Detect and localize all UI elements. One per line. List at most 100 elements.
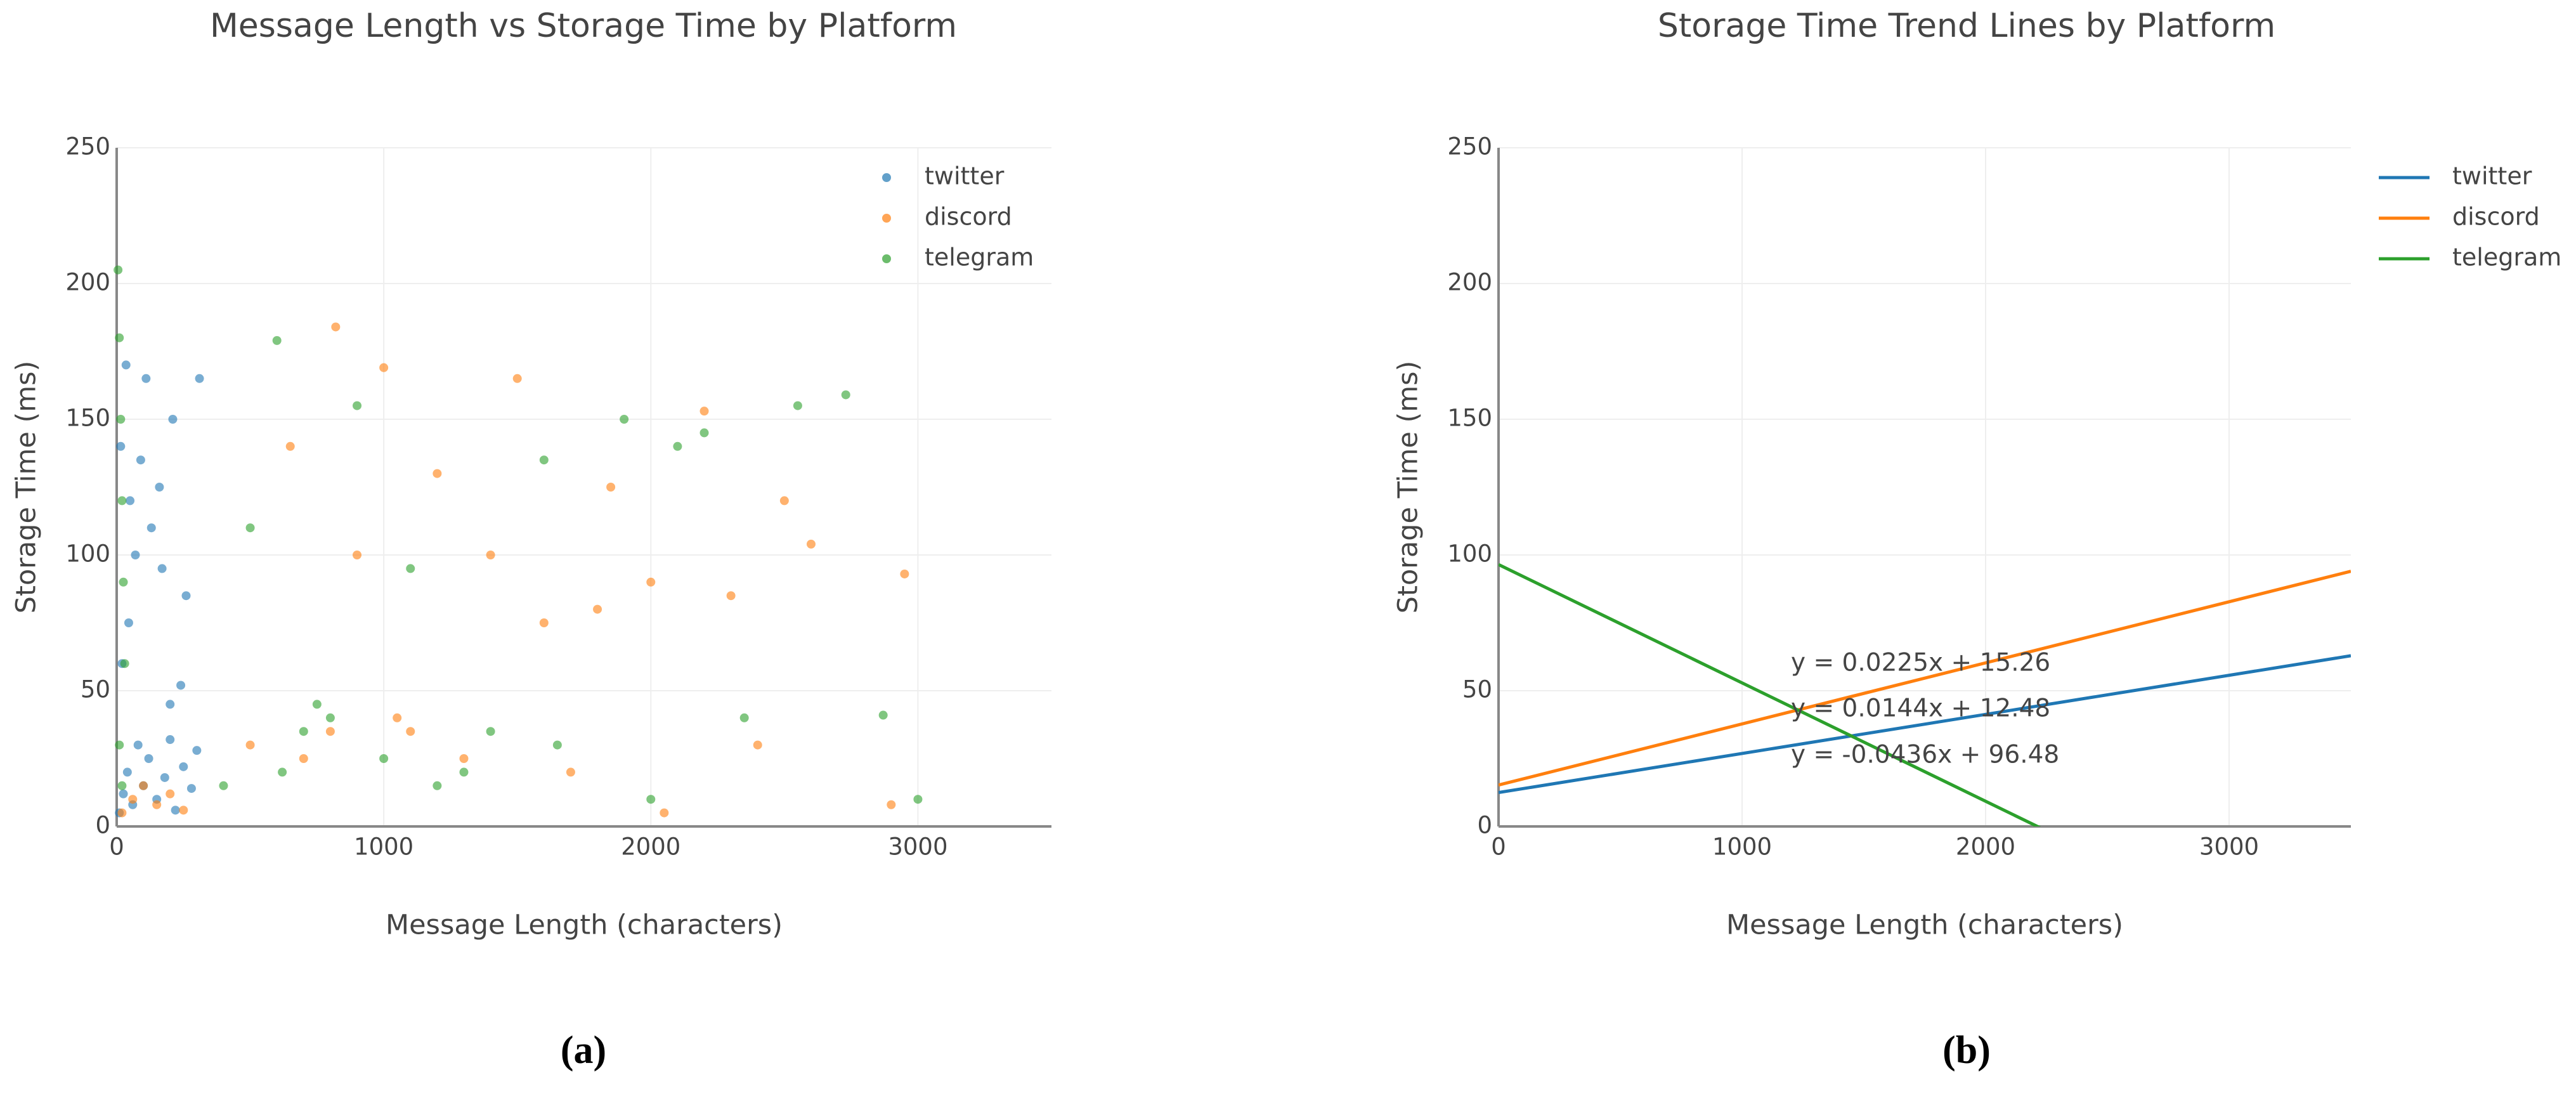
data-point (160, 773, 169, 782)
data-point (126, 496, 135, 506)
caption: (a) (561, 1029, 606, 1072)
data-point (433, 469, 442, 478)
data-point (793, 401, 802, 410)
data-point (186, 784, 196, 793)
data-point (124, 618, 133, 627)
data-point (406, 727, 415, 736)
data-point (272, 336, 282, 345)
data-point (144, 754, 153, 763)
plot-area (114, 265, 923, 818)
data-point (726, 591, 736, 601)
legend-label: twitter (925, 162, 1005, 190)
legend-item[interactable]: discord (882, 203, 1012, 231)
data-point (593, 604, 602, 614)
legend-marker (882, 214, 891, 223)
data-point (119, 577, 128, 587)
data-point (192, 746, 202, 755)
data-point (753, 740, 762, 750)
data-point (168, 415, 178, 424)
data-point (245, 523, 255, 533)
legend-label: telegram (2452, 244, 2561, 271)
x-axis-label: Message Length (characters) (386, 910, 783, 941)
data-point (887, 800, 896, 809)
data-point (606, 483, 616, 492)
data-point (512, 374, 522, 383)
chart: Storage Time Trend Lines by Platform Mess… (1393, 7, 2562, 1072)
data-point (660, 808, 669, 818)
legend-item[interactable]: twitter (882, 162, 1005, 190)
data-point (179, 806, 188, 815)
x-tick-label: 0 (109, 833, 124, 861)
data-point (913, 795, 923, 804)
x-axis-label: Message Length (characters) (1726, 910, 2123, 941)
legend-item[interactable]: telegram (882, 244, 1034, 271)
data-point (459, 754, 469, 763)
data-point (119, 789, 128, 799)
y-tick-label: 0 (1477, 812, 1492, 839)
data-point (117, 496, 127, 506)
data-point (120, 659, 129, 669)
data-point (171, 806, 180, 815)
x-tick-label: 3000 (2199, 833, 2259, 861)
y-tick-label: 200 (1447, 269, 1492, 296)
data-point (166, 735, 175, 745)
data-point (176, 681, 186, 690)
caption: (b) (1942, 1029, 1991, 1072)
y-tick-label: 200 (65, 269, 110, 296)
data-point (128, 795, 138, 804)
y-tick-label: 250 (1447, 133, 1492, 160)
legend-label: discord (925, 203, 1012, 231)
data-point (486, 551, 495, 559)
data-point (646, 795, 656, 804)
y-axis-label: Storage Time (ms) (1393, 361, 1424, 614)
x-tick-label: 1000 (354, 833, 413, 861)
data-point (459, 767, 469, 777)
data-point (539, 618, 549, 627)
data-point (539, 455, 549, 465)
y-tick-label: 50 (1462, 676, 1492, 703)
trend-line (1499, 654, 2351, 795)
legend-item[interactable]: twitter (2379, 162, 2532, 190)
data-point (117, 808, 127, 818)
y-tick-label: 0 (95, 812, 110, 839)
legend-label: twitter (2452, 162, 2532, 190)
chart: Message Length vs Storage Time by Platfo… (11, 7, 1051, 1072)
data-point (379, 754, 389, 763)
data-point (116, 415, 126, 424)
legend-item[interactable]: discord (2379, 203, 2540, 231)
data-point (841, 390, 850, 400)
legend-marker (882, 173, 891, 182)
data-point (245, 740, 255, 750)
data-point (146, 523, 156, 533)
data-point (699, 407, 709, 416)
data-point (139, 781, 148, 790)
data-point (620, 415, 629, 424)
legend-marker (882, 254, 891, 263)
data-point (325, 727, 335, 736)
legend-label: discord (2452, 203, 2540, 231)
data-point (114, 265, 123, 275)
data-point (117, 781, 127, 790)
chart-title: Message Length vs Storage Time by Platfo… (210, 7, 957, 45)
data-point (312, 700, 322, 709)
data-point (219, 781, 228, 790)
data-point (433, 781, 442, 790)
data-point (699, 428, 709, 438)
plot-area (1499, 563, 2351, 826)
annotation: y = 0.0144x + 12.48 (1791, 695, 2050, 723)
annotation: y = 0.0225x + 15.26 (1791, 649, 2050, 677)
y-tick-label: 100 (65, 540, 110, 568)
data-point (285, 441, 295, 451)
data-point (122, 767, 132, 777)
data-point (136, 455, 145, 465)
legend-label: telegram (925, 244, 1034, 271)
data-point (325, 713, 335, 722)
data-point (299, 727, 308, 736)
annotation: y = -0.0436x + 96.48 (1791, 741, 2059, 769)
data-point (552, 740, 562, 750)
data-point (878, 710, 888, 720)
legend-item[interactable]: telegram (2379, 244, 2561, 271)
y-tick-label: 150 (1447, 405, 1492, 432)
